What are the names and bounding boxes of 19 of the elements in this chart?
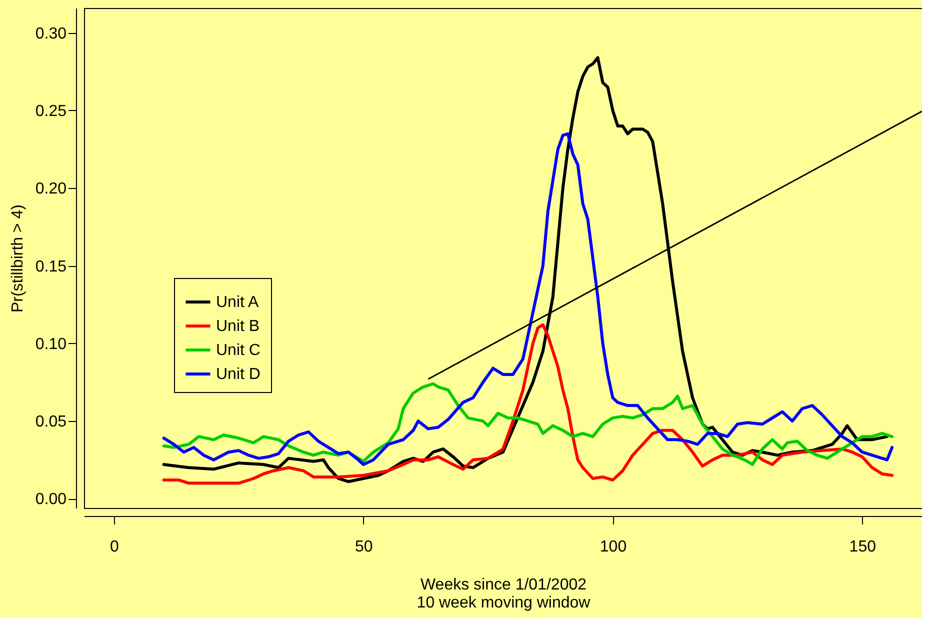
y-tick-label: 0.05 xyxy=(35,414,67,431)
x-tick-label: 150 xyxy=(849,538,876,556)
y-tick-label: 0.10 xyxy=(35,336,67,353)
line-series xyxy=(162,132,894,466)
y-axis-title: Pr(stillbirth > 4) xyxy=(9,204,26,313)
legend-label: Unit C xyxy=(216,342,260,359)
y-tick-label: 0.15 xyxy=(35,258,67,276)
y-tick-label: 0.25 xyxy=(35,102,67,120)
y-tick-label: 0.20 xyxy=(35,180,67,198)
legend-label: Unit D xyxy=(216,366,260,383)
legend-label: Unit A xyxy=(216,294,260,311)
y-tick-label: 0.00 xyxy=(35,491,67,508)
x-tick-label: 0 xyxy=(110,538,119,556)
y-tick-label: 0.30 xyxy=(35,25,67,42)
line-series xyxy=(162,382,894,466)
x-tick-label: 100 xyxy=(600,538,627,556)
legend-label: Unit B xyxy=(216,318,260,335)
x-axis-title: Weeks since 1/01/2002 10 week moving window xyxy=(416,576,591,612)
x-tick-label: 50 xyxy=(354,538,373,556)
